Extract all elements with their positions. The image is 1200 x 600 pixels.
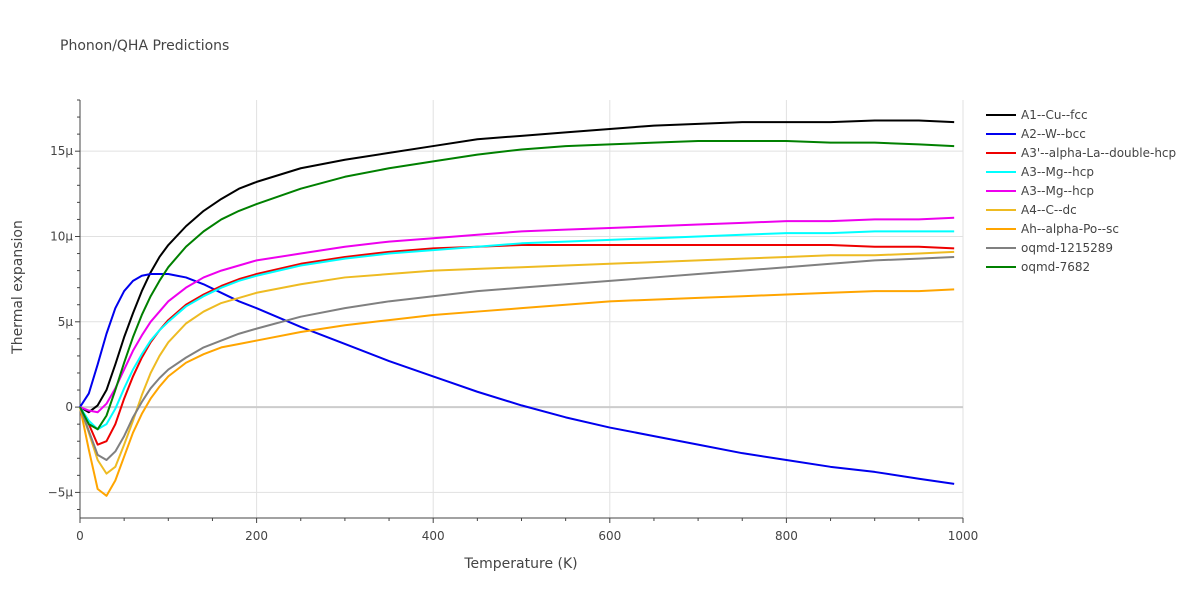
- x-tick-label: 200: [245, 529, 268, 543]
- legend-item[interactable]: Ah--alpha-Po--sc: [986, 222, 1119, 236]
- series-line-6: [79, 288, 955, 497]
- series-layer: [79, 119, 955, 497]
- legend-item[interactable]: A3--Mg--hcp: [986, 165, 1094, 179]
- tick-layer: 0 200 400 600 800 1000 −5μ 0 5μ 10μ 15μ: [48, 144, 979, 543]
- y-tick-label: 5μ: [58, 315, 74, 329]
- series-line-3: [79, 230, 955, 431]
- y-tick-label: 0: [65, 400, 73, 414]
- x-tick-label: 1000: [948, 529, 979, 543]
- series-line-4: [79, 216, 955, 414]
- legend-label: Ah--alpha-Po--sc: [1021, 222, 1119, 236]
- legend-label: A3--Mg--hcp: [1021, 184, 1094, 198]
- series-line-2: [79, 244, 955, 446]
- x-tick-label: 400: [422, 529, 445, 543]
- grid-layer: [80, 100, 964, 518]
- legend-item[interactable]: oqmd-7682: [986, 260, 1090, 274]
- axis-layer: [75, 99, 964, 523]
- legend-label: A4--C--dc: [1021, 203, 1077, 217]
- legend-item[interactable]: A2--W--bcc: [986, 127, 1086, 141]
- legend-item[interactable]: A3'--alpha-La--double-hcp: [986, 146, 1176, 160]
- legend-item[interactable]: A1--Cu--fcc: [986, 108, 1088, 122]
- y-tick-label: 15μ: [50, 144, 73, 158]
- chart-title: Phonon/QHA Predictions: [60, 38, 229, 54]
- x-tick-label: 600: [598, 529, 621, 543]
- series-line-1: [79, 273, 955, 485]
- legend-label: A3--Mg--hcp: [1021, 165, 1094, 179]
- legend[interactable]: A1--Cu--fcc A2--W--bcc A3'--alpha-La--doub…: [986, 108, 1176, 274]
- y-tick-label: −5μ: [48, 485, 74, 499]
- legend-item[interactable]: A3--Mg--hcp: [986, 184, 1094, 198]
- legend-label: A3'--alpha-La--double-hcp: [1021, 146, 1176, 160]
- x-tick-label: 800: [775, 529, 798, 543]
- y-axis-title: Thermal expansion: [10, 220, 26, 355]
- series-line-0: [79, 119, 955, 414]
- series-line-8: [79, 139, 955, 431]
- legend-item[interactable]: oqmd-1215289: [986, 241, 1113, 255]
- x-tick-label: 0: [76, 529, 84, 543]
- series-line-5: [79, 250, 955, 475]
- legend-label: oqmd-7682: [1021, 260, 1090, 274]
- y-tick-label: 10μ: [50, 229, 73, 243]
- x-axis-title: Temperature (K): [463, 556, 577, 572]
- legend-label: A2--W--bcc: [1021, 127, 1086, 141]
- legend-label: oqmd-1215289: [1021, 241, 1113, 255]
- series-line-7: [79, 255, 955, 461]
- legend-label: A1--Cu--fcc: [1021, 108, 1088, 122]
- legend-item[interactable]: A4--C--dc: [986, 203, 1077, 217]
